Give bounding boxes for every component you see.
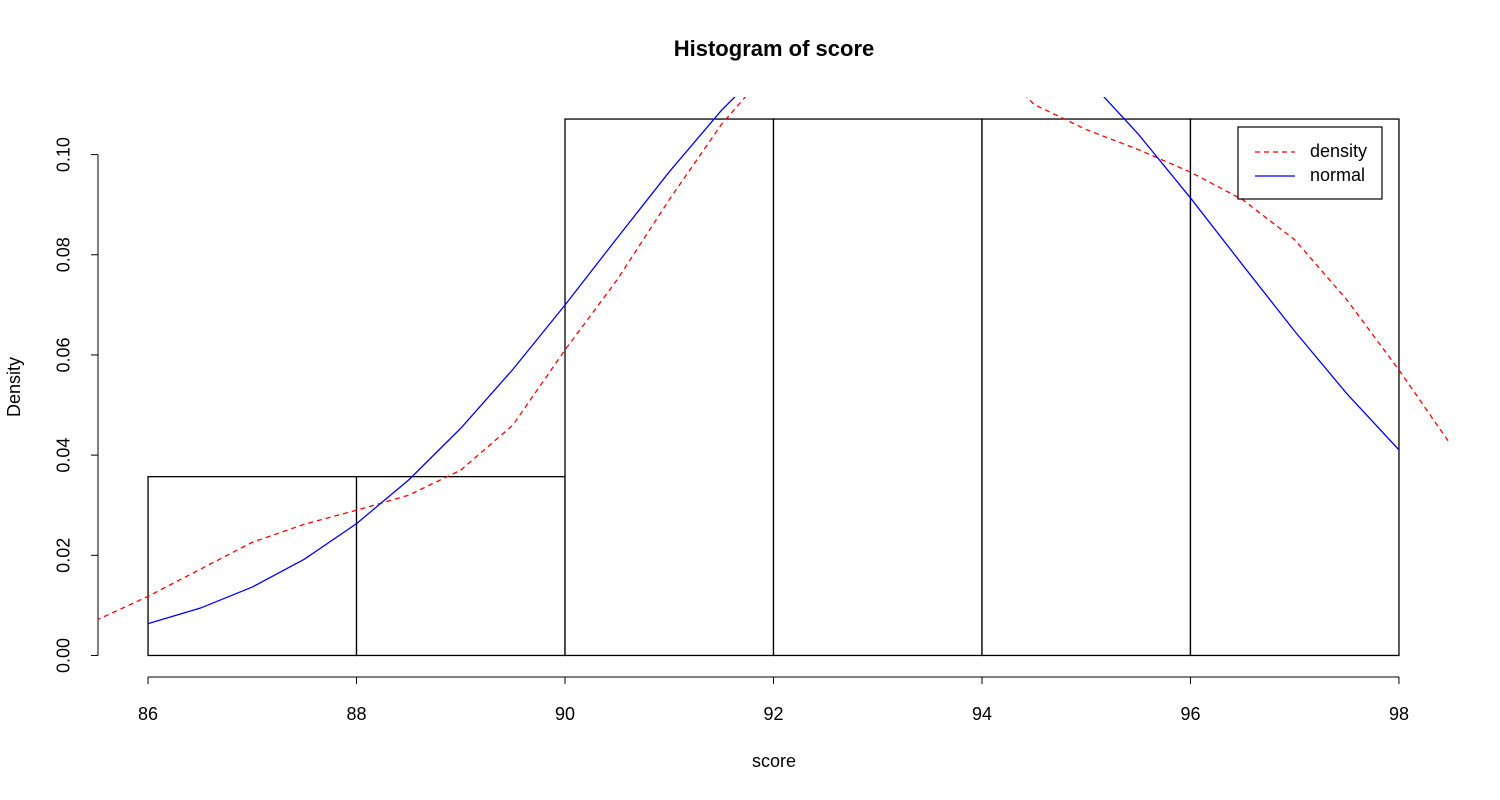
y-tick-label: 0.08 — [54, 237, 74, 272]
curve-density — [98, 97, 1449, 621]
histogram-bar — [981, 118, 1192, 657]
histogram-bar — [772, 118, 983, 657]
legend-label: density — [1310, 141, 1367, 161]
x-tick-label: 98 — [1389, 704, 1409, 724]
x-tick-label: 88 — [347, 704, 367, 724]
histogram-bar — [564, 118, 775, 657]
legend-label: normal — [1310, 165, 1365, 185]
x-tick-label: 92 — [763, 704, 783, 724]
y-tick-label: 0.06 — [54, 337, 74, 372]
legend-box — [1237, 126, 1383, 200]
y-tick-label: 0.04 — [54, 438, 74, 473]
y-tick-label: 0.02 — [54, 538, 74, 573]
y-tick-label: 0.00 — [54, 638, 74, 673]
curve-normal — [147, 97, 1400, 625]
x-axis-label: score — [752, 751, 796, 771]
histogram-bar — [1189, 118, 1400, 657]
y-axis-label: Density — [4, 357, 24, 417]
x-tick-label: 94 — [972, 704, 992, 724]
y-tick-label: 0.10 — [54, 137, 74, 172]
x-tick-label: 90 — [555, 704, 575, 724]
histogram-bar — [355, 476, 566, 657]
chart-title: Histogram of score — [674, 36, 875, 61]
x-tick-label: 86 — [138, 704, 158, 724]
histogram-bar — [147, 476, 358, 657]
curves — [98, 97, 1449, 625]
x-tick-label: 96 — [1180, 704, 1200, 724]
